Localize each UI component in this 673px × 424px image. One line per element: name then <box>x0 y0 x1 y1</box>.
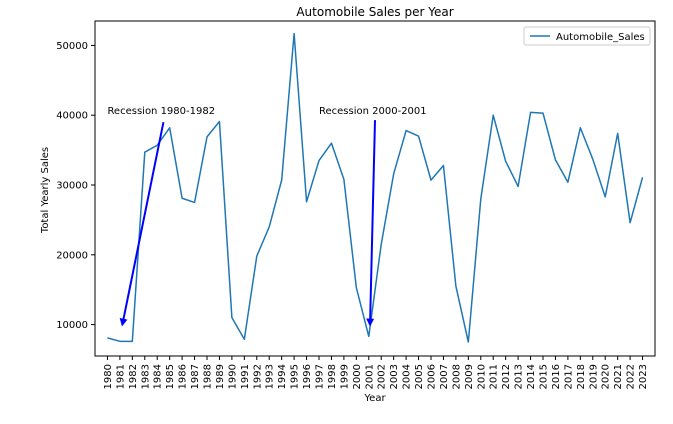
x-tick-label: 1991 <box>240 364 251 389</box>
x-tick-label: 1990 <box>227 364 238 389</box>
x-tick-label: 1989 <box>215 364 226 389</box>
x-tick-label: 1984 <box>153 364 164 389</box>
x-tick-label: 1992 <box>252 364 263 389</box>
x-tick-label: 2012 <box>501 364 512 389</box>
chart-title: Automobile Sales per Year <box>296 5 453 19</box>
x-tick-label: 2018 <box>576 364 587 389</box>
x-tick-label: 2002 <box>377 364 388 389</box>
annotation-label: Recession 1980-1982 <box>107 106 215 117</box>
y-tick-label: 20000 <box>56 250 88 261</box>
x-tick-label: 1995 <box>290 364 301 389</box>
legend-label: Automobile_Sales <box>556 32 645 43</box>
x-tick-label: 2020 <box>601 364 612 389</box>
y-tick-label: 40000 <box>56 111 88 122</box>
x-tick-label: 2011 <box>489 364 500 389</box>
x-tick-label: 2010 <box>476 364 487 389</box>
x-tick-label: 2007 <box>439 364 450 389</box>
plot-frame <box>94 20 656 357</box>
x-axis-label: Year <box>363 393 386 404</box>
x-tick-label: 2000 <box>352 364 363 389</box>
x-tick-label: 2019 <box>588 364 599 389</box>
x-tick-label: 1987 <box>190 364 201 389</box>
x-tick-label: 2006 <box>427 364 438 389</box>
x-tick-label: 2023 <box>638 364 649 389</box>
x-tick-label: 2005 <box>414 364 425 389</box>
x-tick-label: 1985 <box>165 364 176 389</box>
x-tick-label: 1997 <box>315 364 326 389</box>
annotation-arrow <box>366 120 376 327</box>
y-tick-label: 30000 <box>56 181 88 192</box>
x-tick-label: 2017 <box>563 364 574 389</box>
x-tick-label: 1980 <box>103 364 114 389</box>
x-tick-label: 2009 <box>464 364 475 389</box>
x-tick-label: 1998 <box>327 364 338 389</box>
y-axis-label: Total Yearly Sales <box>40 147 51 234</box>
annotation-arrow <box>119 121 165 327</box>
x-tick-label: 2014 <box>526 364 537 389</box>
x-tick-label: 2008 <box>451 364 462 389</box>
x-tick-label: 1983 <box>140 364 151 389</box>
x-tick-label: 1986 <box>178 364 189 389</box>
annotation-label: Recession 2000-2001 <box>319 106 427 117</box>
x-tick-label: 1981 <box>115 364 126 389</box>
x-tick-label: 1988 <box>203 364 214 389</box>
x-tick-label: 1994 <box>277 364 288 389</box>
x-tick-label: 2015 <box>539 364 550 389</box>
y-tick-label: 10000 <box>56 320 88 331</box>
x-tick-label: 1996 <box>302 364 313 389</box>
series-line <box>107 32 644 343</box>
x-tick-label: 2001 <box>364 364 375 389</box>
x-tick-label: 2016 <box>551 364 562 389</box>
x-tick-label: 2022 <box>626 364 637 389</box>
legend-box <box>523 26 651 46</box>
y-tick-label: 50000 <box>56 41 88 52</box>
x-tick-label: 1999 <box>339 364 350 389</box>
legend: Automobile_Sales <box>523 26 651 46</box>
x-tick-label: 2021 <box>613 364 624 389</box>
x-tick-label: 1993 <box>265 364 276 389</box>
x-tick-label: 2013 <box>514 364 525 389</box>
x-tick-label: 2003 <box>389 364 400 389</box>
x-tick-label: 2004 <box>402 364 413 389</box>
x-tick-label: 1982 <box>128 364 139 389</box>
